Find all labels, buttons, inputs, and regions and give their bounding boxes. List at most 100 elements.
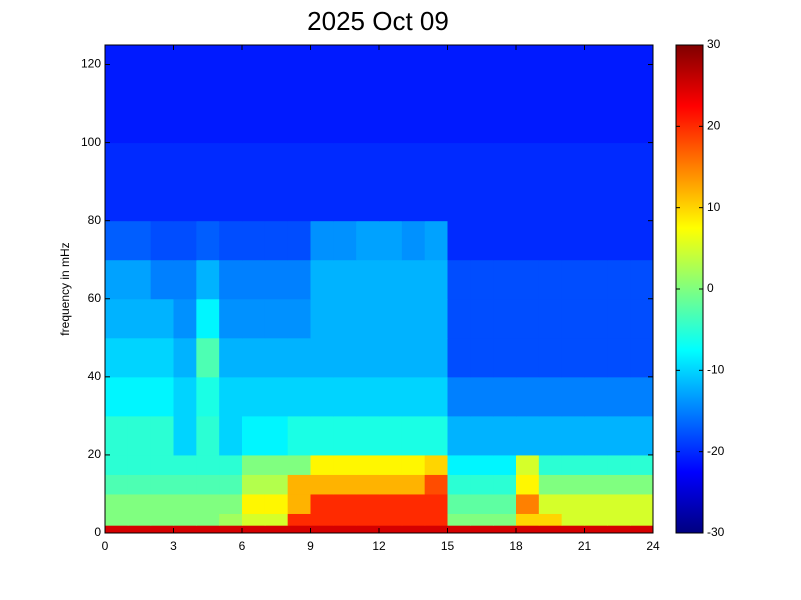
heatmap-cell bbox=[561, 525, 585, 534]
heatmap-cell bbox=[447, 142, 471, 222]
heatmap-cell bbox=[264, 493, 289, 514]
heatmap-cell bbox=[538, 474, 563, 495]
heatmap-cell bbox=[516, 259, 540, 300]
heatmap-cell bbox=[287, 513, 311, 526]
heatmap-cell bbox=[538, 220, 563, 261]
heatmap-cell bbox=[196, 376, 220, 417]
heatmap-cell bbox=[127, 45, 152, 144]
heatmap-cell bbox=[401, 142, 426, 222]
heatmap-cell bbox=[105, 454, 129, 475]
heatmap-cell bbox=[310, 513, 334, 526]
heatmap-cell bbox=[584, 142, 608, 222]
heatmap-cell bbox=[219, 474, 243, 495]
y-tick-label: 120 bbox=[81, 57, 101, 71]
heatmap-cell bbox=[127, 298, 152, 339]
heatmap-cell bbox=[287, 142, 311, 222]
heatmap-cell bbox=[196, 454, 220, 475]
heatmap-cell bbox=[516, 525, 540, 534]
heatmap-cell bbox=[493, 474, 517, 495]
heatmap-cell bbox=[356, 474, 380, 495]
heatmap-cell bbox=[242, 142, 266, 222]
heatmap-cell bbox=[287, 415, 311, 456]
heatmap-cell bbox=[401, 220, 426, 261]
heatmap-cell bbox=[219, 220, 243, 261]
heatmap-cell bbox=[379, 493, 403, 514]
heatmap-cell bbox=[607, 525, 631, 534]
heatmap-cell bbox=[333, 513, 357, 526]
heatmap-cell bbox=[584, 513, 608, 526]
colorbar-tick-label: -20 bbox=[707, 444, 725, 458]
heatmap-cell bbox=[264, 259, 289, 300]
heatmap-cell bbox=[127, 525, 152, 534]
heatmap-cell bbox=[424, 493, 448, 514]
heatmap-cell bbox=[447, 525, 471, 534]
heatmap-cell bbox=[173, 513, 197, 526]
heatmap-cell bbox=[287, 337, 311, 378]
heatmap-cell bbox=[607, 513, 631, 526]
heatmap-cell bbox=[127, 415, 152, 456]
heatmap-cell bbox=[356, 513, 380, 526]
heatmap-cell bbox=[173, 337, 197, 378]
heatmap-cell bbox=[516, 376, 540, 417]
heatmap-cell bbox=[196, 337, 220, 378]
heatmap-cell bbox=[607, 220, 631, 261]
heatmap-cell bbox=[150, 298, 174, 339]
heatmap-cell bbox=[196, 45, 220, 144]
heatmap-cell bbox=[287, 259, 311, 300]
x-tick-label: 21 bbox=[578, 539, 592, 553]
heatmap-cell bbox=[196, 474, 220, 495]
heatmap-cell bbox=[173, 376, 197, 417]
heatmap-cell bbox=[173, 142, 197, 222]
heatmap-cell bbox=[538, 259, 563, 300]
heatmap-cell bbox=[607, 415, 631, 456]
chart-title: 2025 Oct 09 bbox=[307, 6, 449, 36]
heatmap-cell bbox=[356, 454, 380, 475]
heatmap-cell bbox=[401, 337, 426, 378]
heatmap-cell bbox=[401, 513, 426, 526]
heatmap-cell bbox=[630, 298, 654, 339]
heatmap-cell bbox=[105, 525, 129, 534]
x-tick-label: 0 bbox=[102, 539, 109, 553]
heatmap-cell bbox=[127, 220, 152, 261]
heatmap-cell bbox=[538, 45, 563, 144]
heatmap-cell bbox=[150, 142, 174, 222]
heatmap-cell bbox=[173, 415, 197, 456]
heatmap-cell bbox=[310, 415, 334, 456]
heatmap-cell bbox=[561, 337, 585, 378]
heatmap-cell bbox=[561, 376, 585, 417]
heatmap-cell bbox=[516, 474, 540, 495]
x-tick-label: 3 bbox=[170, 539, 177, 553]
colorbar-tick-label: 0 bbox=[707, 281, 714, 295]
heatmap-cell bbox=[242, 525, 266, 534]
heatmap-cell bbox=[127, 513, 152, 526]
heatmap-cell bbox=[584, 337, 608, 378]
heatmap-cell bbox=[607, 142, 631, 222]
heatmap-cell bbox=[538, 493, 563, 514]
heatmap-cell bbox=[379, 525, 403, 534]
heatmap-cell bbox=[470, 513, 494, 526]
heatmap-cell bbox=[287, 525, 311, 534]
heatmap-cell bbox=[219, 337, 243, 378]
heatmap-cell bbox=[584, 298, 608, 339]
heatmap-cell bbox=[630, 259, 654, 300]
heatmap-cell bbox=[584, 493, 608, 514]
heatmap-cell bbox=[105, 259, 129, 300]
heatmap-cell bbox=[173, 454, 197, 475]
colorbar-tick-label: -30 bbox=[707, 525, 725, 539]
heatmap-cell bbox=[630, 376, 654, 417]
heatmap-cell bbox=[584, 376, 608, 417]
heatmap-cell bbox=[516, 337, 540, 378]
y-tick-label: 60 bbox=[88, 291, 102, 305]
heatmap-cell bbox=[493, 142, 517, 222]
heatmap-cell bbox=[287, 493, 311, 514]
heatmap-cell bbox=[173, 220, 197, 261]
heatmap-cell bbox=[630, 474, 654, 495]
colorbar bbox=[675, 44, 704, 534]
heatmap-cell bbox=[607, 259, 631, 300]
heatmap-cell bbox=[287, 474, 311, 495]
heatmap-cell bbox=[424, 298, 448, 339]
heatmap-cell bbox=[173, 298, 197, 339]
y-tick-label: 100 bbox=[81, 135, 101, 149]
colorbar-tick-label: -10 bbox=[707, 363, 725, 377]
heatmap-cell bbox=[264, 298, 289, 339]
